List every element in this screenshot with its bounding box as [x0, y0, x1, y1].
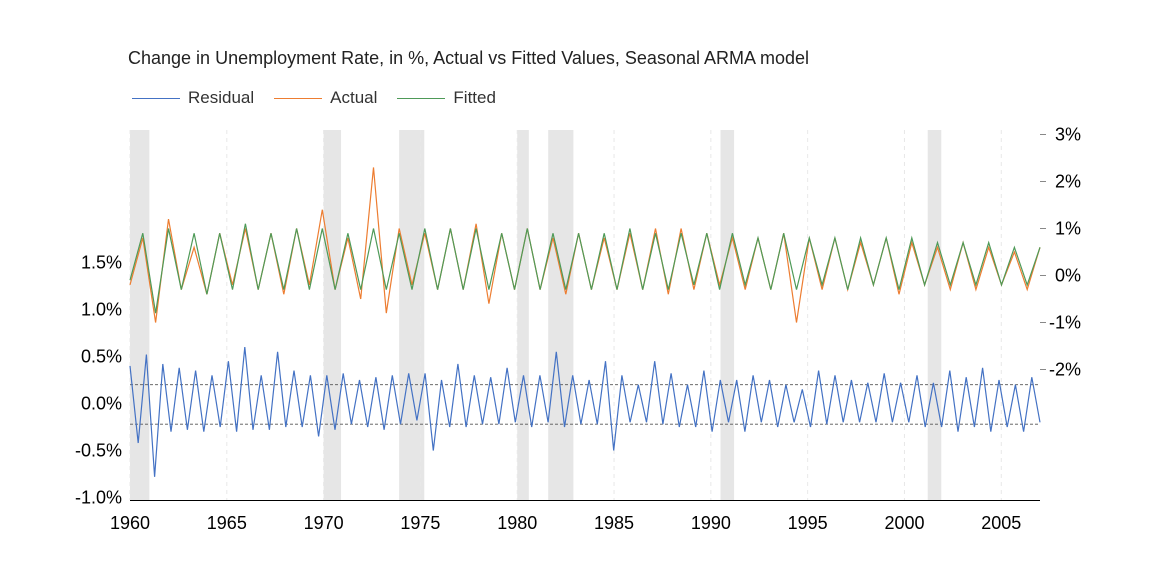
recession-band-4 [548, 130, 574, 500]
series-line-residual [129, 347, 1041, 477]
recession-band-3 [517, 130, 529, 500]
x-tick-label-2005: 2005 [981, 513, 1021, 533]
recession-band-5 [720, 130, 735, 500]
legend-label-fitted: Fitted [453, 88, 496, 107]
left-tick-label-1: -0.5% [75, 441, 122, 461]
left-tick-label-0: -1.0% [75, 488, 122, 508]
left-tick-label-2: 0.0% [81, 394, 122, 414]
left-tick-label-3: 0.5% [81, 347, 122, 367]
recession-band-6 [927, 130, 942, 500]
series-line-actual [129, 167, 1041, 323]
legend-label-actual: Actual [330, 88, 378, 107]
left-tick-label-5: 1.5% [81, 253, 122, 273]
legend-item-actual: Actual [274, 88, 377, 108]
right-tick-label-1: -1% [1049, 313, 1081, 333]
x-tick-label-1995: 1995 [788, 513, 828, 533]
recession-band-1 [323, 130, 342, 500]
x-tick-label-1975: 1975 [400, 513, 440, 533]
legend-swatch-fitted [397, 97, 446, 99]
x-tick-label-1970: 1970 [304, 513, 344, 533]
x-tick-label-1960: 1960 [110, 513, 150, 533]
right-tick-label-0: -2% [1049, 360, 1081, 380]
right-tick-label-2: 0% [1055, 266, 1081, 286]
series-line-fitted [129, 223, 1041, 314]
x-tick-label-1965: 1965 [207, 513, 247, 533]
chart-title: Change in Unemployment Rate, in %, Actua… [128, 48, 810, 68]
x-tick-label-1990: 1990 [691, 513, 731, 533]
x-tick-label-2000: 2000 [884, 513, 924, 533]
left-tick-label-4: 1.0% [81, 300, 122, 320]
legend-item-residual: Residual [132, 88, 254, 108]
legend-label-residual: Residual [188, 88, 255, 107]
right-tick-label-3: 1% [1055, 219, 1081, 239]
right-tick-label-5: 3% [1055, 125, 1081, 145]
x-tick-label-1985: 1985 [594, 513, 634, 533]
right-tick-label-4: 2% [1055, 172, 1081, 192]
legend-item-fitted: Fitted [397, 88, 496, 108]
legend-swatch-actual [274, 97, 323, 99]
recession-band-0 [130, 130, 150, 500]
x-tick-label-1980: 1980 [497, 513, 537, 533]
chart-legend: Residual Actual Fitted [132, 88, 496, 108]
legend-swatch-residual [132, 97, 180, 99]
